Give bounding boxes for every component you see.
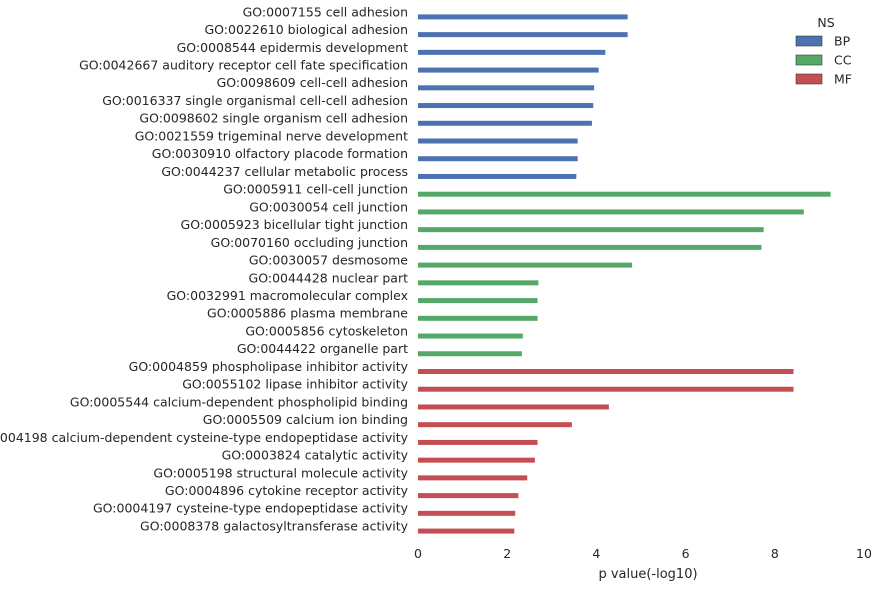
bar-mf-23	[418, 422, 572, 428]
bar-cc-15	[418, 280, 539, 286]
category-label: GO:0042667 auditory receptor cell fate s…	[79, 57, 408, 72]
x-tick-label: 4	[592, 546, 600, 561]
category-label: GO:0032991 macromolecular complex	[167, 288, 408, 303]
bar-cc-12	[418, 227, 764, 233]
legend-label-bp: BP	[834, 34, 851, 49]
bar-mf-26	[418, 475, 528, 481]
x-tick-label: 10	[856, 546, 872, 561]
bar-mf-28	[418, 510, 516, 516]
legend-label-cc: CC	[834, 53, 852, 68]
bar-cc-17	[418, 315, 538, 321]
category-label: GO:0005198 structural molecule activity	[153, 465, 408, 480]
category-label: GO:0004859 phospholipase inhibitor activ…	[129, 359, 409, 374]
bars-layer	[418, 14, 831, 534]
bar-bp-0	[418, 14, 628, 20]
category-label: GO:0030910 olfactory placode formation	[152, 146, 408, 161]
category-label: GO:0007155 cell adhesion	[243, 4, 408, 19]
x-axis-ticks: 0 2 4 6 8 10	[414, 546, 872, 561]
category-label: GO:0098609 cell-cell adhesion	[217, 75, 408, 90]
bar-bp-1	[418, 32, 628, 38]
category-label: GO:0004198 calcium-dependent cysteine-ty…	[0, 430, 409, 445]
bar-cc-11	[418, 209, 804, 215]
category-label: GO:0044428 nuclear part	[249, 270, 409, 285]
bar-cc-14	[418, 262, 633, 268]
legend-items: BP CC MF	[795, 34, 852, 87]
bar-mf-25	[418, 457, 535, 463]
category-label: GO:0098602 single organism cell adhesion	[139, 111, 408, 126]
x-tick-label: 6	[682, 546, 690, 561]
category-label: GO:0005923 bicellular tight junction	[181, 217, 408, 232]
category-label: GO:0005509 calcium ion binding	[203, 412, 408, 427]
legend: NS BP CC MF	[795, 15, 852, 87]
bar-bp-6	[418, 120, 592, 126]
bar-bp-3	[418, 67, 599, 73]
category-label: GO:0005911 cell-cell junction	[223, 182, 408, 197]
bar-cc-10	[418, 191, 831, 197]
legend-title: NS	[817, 15, 834, 30]
bar-bp-8	[418, 156, 578, 162]
bar-mf-22	[418, 404, 609, 410]
x-tick-label: 2	[503, 546, 511, 561]
legend-label-mf: MF	[834, 72, 852, 87]
category-label: GO:0005544 calcium-dependent phospholipi…	[70, 394, 408, 409]
bar-mf-21	[418, 386, 794, 392]
category-label: GO:0016337 single organismal cell-cell a…	[102, 93, 408, 108]
category-label: GO:0008378 galactosyltransferase activit…	[140, 518, 409, 533]
bar-cc-16	[418, 298, 538, 304]
category-label: GO:0005856 cytoskeleton	[245, 323, 408, 338]
category-label: GO:0004896 cytokine receptor activity	[165, 483, 409, 498]
category-label: GO:0070160 occluding junction	[211, 235, 408, 250]
bar-bp-7	[418, 138, 578, 144]
category-label: GO:0044422 organelle part	[237, 341, 408, 356]
bar-mf-27	[418, 493, 519, 499]
bar-bp-2	[418, 49, 606, 55]
category-label: GO:0021559 trigeminal nerve development	[135, 128, 408, 143]
x-tick-label: 0	[414, 546, 422, 561]
bar-cc-19	[418, 351, 522, 357]
category-label: GO:0005886 plasma membrane	[207, 306, 408, 321]
legend-swatch-cc	[795, 54, 823, 66]
legend-swatch-bp	[795, 35, 823, 47]
category-label: GO:0003824 catalytic activity	[222, 448, 409, 463]
category-label: GO:0055102 lipase inhibitor activity	[182, 377, 408, 392]
category-label: GO:0044237 cellular metabolic process	[161, 164, 408, 179]
bar-mf-24	[418, 439, 538, 445]
legend-swatch-mf	[795, 73, 823, 85]
bar-bp-5	[418, 103, 594, 109]
category-label: GO:0008544 epidermis development	[177, 40, 408, 55]
x-tick-label: 8	[771, 546, 779, 561]
bar-bp-9	[418, 173, 577, 179]
category-label: GO:0022610 biological adhesion	[205, 22, 409, 37]
bar-mf-20	[418, 369, 794, 374]
x-axis-label: p value(-log10)	[598, 567, 697, 582]
category-label: GO:0030057 desmosome	[249, 253, 408, 268]
category-label: GO:0004197 cysteine-type endopeptidase a…	[93, 501, 409, 516]
bar-mf-29	[418, 528, 515, 534]
category-label: GO:0030054 cell junction	[249, 199, 408, 214]
bar-cc-18	[418, 333, 523, 339]
bar-cc-13	[418, 244, 762, 250]
bar-bp-4	[418, 85, 595, 91]
category-labels: GO:0007155 cell adhesion GO:0022610 biolo…	[0, 4, 409, 533]
